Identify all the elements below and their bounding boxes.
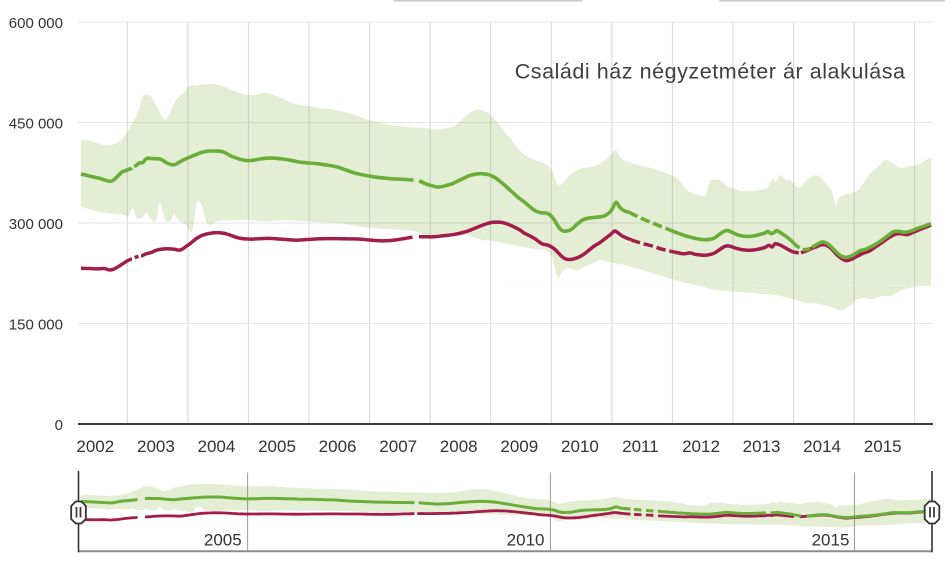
svg-text:2003: 2003 xyxy=(137,437,175,456)
svg-text:2005: 2005 xyxy=(258,437,296,456)
svg-text:2014: 2014 xyxy=(803,437,841,456)
svg-text:2011: 2011 xyxy=(622,437,659,456)
svg-text:Családi ház négyzetméter ár al: Családi ház négyzetméter ár alakulása xyxy=(515,60,906,84)
svg-text:2009: 2009 xyxy=(500,437,538,456)
svg-text:2007: 2007 xyxy=(379,437,417,456)
svg-text:2015: 2015 xyxy=(812,531,850,550)
svg-text:2004: 2004 xyxy=(197,437,235,456)
svg-text:2010: 2010 xyxy=(561,437,599,456)
svg-text:300 000: 300 000 xyxy=(9,216,63,233)
svg-text:2006: 2006 xyxy=(319,437,357,456)
svg-text:2012: 2012 xyxy=(682,437,720,456)
svg-text:450 000: 450 000 xyxy=(9,115,63,132)
svg-text:600 000: 600 000 xyxy=(9,15,63,32)
svg-text:2015: 2015 xyxy=(864,437,902,456)
svg-text:2013: 2013 xyxy=(743,437,781,456)
svg-text:2010: 2010 xyxy=(507,531,545,550)
svg-text:2008: 2008 xyxy=(440,437,478,456)
svg-text:2005: 2005 xyxy=(204,531,242,550)
svg-text:2002: 2002 xyxy=(76,437,114,456)
svg-text:0: 0 xyxy=(55,417,63,434)
svg-text:150 000: 150 000 xyxy=(9,316,63,333)
